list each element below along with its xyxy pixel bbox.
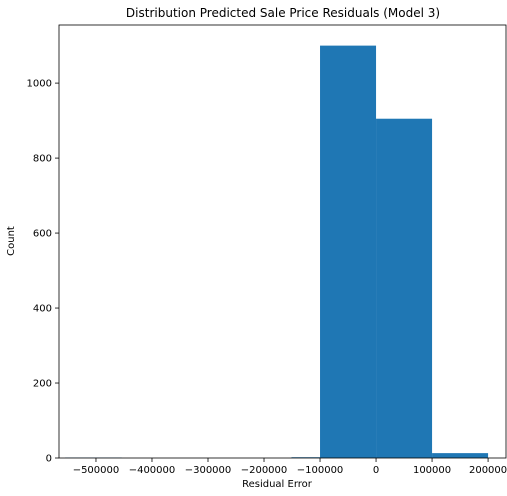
y-tick-label: 800 — [33, 154, 52, 165]
y-axis-ticks: 0 200 400 600 800 1000 — [27, 79, 59, 465]
x-tick-label: 200000 — [469, 465, 507, 476]
x-tick-label: −400000 — [129, 465, 176, 476]
x-tick-label: 0 — [373, 465, 379, 476]
x-axis-label: Residual Error — [242, 479, 313, 490]
y-tick-label: 200 — [33, 379, 52, 390]
histogram-bar — [432, 453, 489, 458]
histogram-bar — [376, 118, 433, 458]
y-axis-label: Count — [6, 226, 17, 256]
y-tick-label: 0 — [46, 454, 52, 465]
x-tick-label: −100000 — [297, 465, 344, 476]
bars-group — [65, 45, 489, 458]
x-tick-label: −500000 — [73, 465, 120, 476]
x-tick-label: −200000 — [241, 465, 288, 476]
plot-frame — [58, 24, 507, 459]
y-tick-label: 600 — [33, 229, 52, 240]
x-tick-label: 100000 — [413, 465, 451, 476]
chart-title: Distribution Predicted Sale Price Residu… — [126, 6, 440, 20]
x-axis-ticks: −500000 −400000 −300000 −200000 −100000 0 1000… — [73, 458, 507, 476]
histogram-bar — [320, 45, 377, 458]
x-tick-label: −300000 — [185, 465, 232, 476]
y-tick-label: 1000 — [27, 79, 52, 90]
y-tick-label: 400 — [33, 304, 52, 315]
